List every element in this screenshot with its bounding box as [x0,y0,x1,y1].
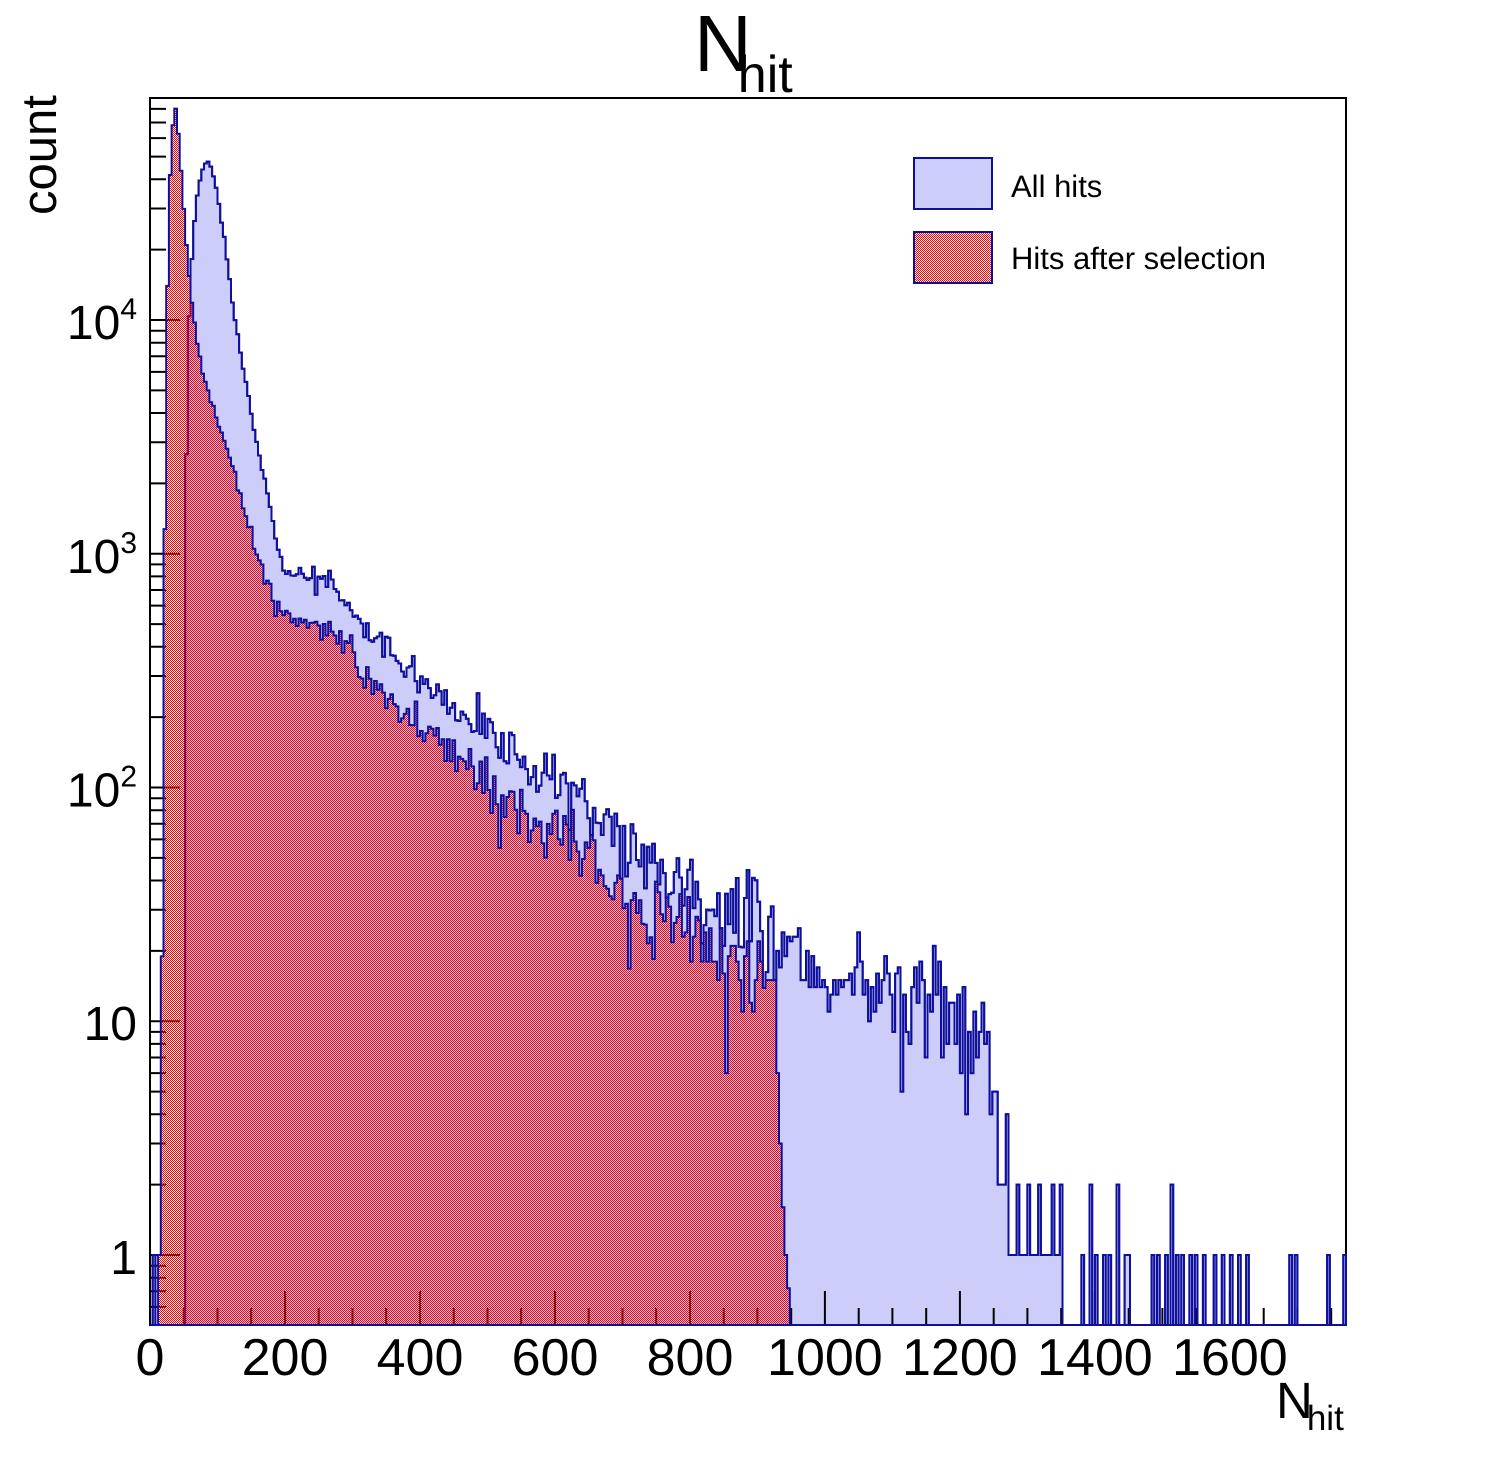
svg-text:All hits: All hits [1011,169,1102,204]
svg-text:10: 10 [84,998,137,1051]
svg-text:1400: 1400 [1037,1329,1153,1387]
svg-text:800: 800 [647,1329,734,1387]
svg-text:0: 0 [136,1329,165,1387]
svg-text:1: 1 [110,1232,137,1285]
svg-text:1600: 1600 [1172,1329,1288,1387]
svg-text:200: 200 [242,1329,329,1387]
svg-text:count: count [13,95,67,215]
svg-text:600: 600 [512,1329,599,1387]
svg-text:1000: 1000 [767,1329,883,1387]
svg-text:1200: 1200 [902,1329,1018,1387]
svg-text:400: 400 [377,1329,464,1387]
svg-text:Hits after selection: Hits after selection [1011,241,1266,276]
